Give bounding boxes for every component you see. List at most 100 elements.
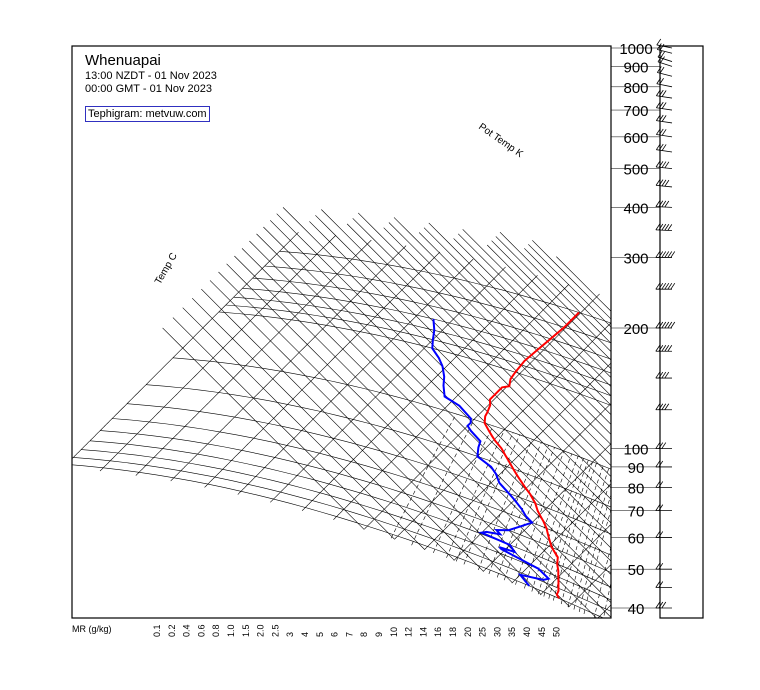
wind-barb-flag xyxy=(661,345,667,352)
mixing-ratio-label: 3 xyxy=(285,632,295,637)
mixing-ratio-label: 12 xyxy=(404,627,414,637)
wind-barb-flag xyxy=(661,223,667,231)
isobar-line xyxy=(264,265,611,344)
sounding-traces xyxy=(431,311,580,599)
wind-barb-flag xyxy=(660,56,665,63)
dewpoint-trace xyxy=(431,318,551,587)
mixing-ratio-line xyxy=(503,447,555,581)
isotherm-line xyxy=(394,322,611,540)
wind-barb-flag xyxy=(655,481,661,488)
wind-barb-flag xyxy=(658,531,664,538)
wind-barb-flag xyxy=(661,442,667,449)
mixing-ratio-label: 0.6 xyxy=(196,624,206,637)
wind-barb xyxy=(656,134,673,138)
wind-barb-flag xyxy=(664,403,670,410)
isotherm-line xyxy=(652,410,760,645)
mixing-ratio-labels: 0.1 0.2 0.4 0.6 0.8 1.0 1.5 2.0 2.5 3 4 5 6 7 8 9 10 12 14… xyxy=(152,624,562,637)
wind-barb-flag xyxy=(655,345,661,352)
chart-header: Whenuapai 13:00 NZDT - 01 Nov 2023 00:00… xyxy=(85,52,217,122)
wind-barb-flag xyxy=(661,161,667,168)
isotherm-line xyxy=(597,604,611,618)
wind-barb-flag xyxy=(657,50,663,58)
pressure-label: 700 xyxy=(623,103,648,120)
wind-barb-flag xyxy=(658,282,664,290)
wind-barb-flag xyxy=(655,601,661,609)
wind-barb-flag xyxy=(658,251,664,258)
mixing-ratio-label: 25 xyxy=(478,627,488,637)
isotherm-line xyxy=(170,245,407,482)
wind-barb-flag xyxy=(664,282,670,290)
dry-adiabat-line xyxy=(352,218,611,478)
mixing-ratio-line xyxy=(463,434,521,565)
gmt-time: 00:00 GMT - 01 Nov 2023 xyxy=(85,83,212,95)
wind-barb xyxy=(656,83,673,88)
wind-barb xyxy=(655,229,673,232)
pressure-label: 40 xyxy=(628,601,645,618)
dry-adiabat-line xyxy=(256,233,611,589)
wind-barb-flag xyxy=(658,601,664,609)
mixing-ratio-line xyxy=(432,425,494,554)
mixing-ratio-label: 6 xyxy=(330,632,340,637)
isotherm-line xyxy=(540,523,611,596)
dry-adiabat-line xyxy=(162,327,365,530)
mixing-ratio-label: 0.8 xyxy=(211,624,221,637)
wind-barb-flag xyxy=(658,200,664,207)
mixing-ratio-label: 7 xyxy=(344,632,354,637)
wind-barb-flag xyxy=(661,403,667,410)
isotherm-line xyxy=(453,402,611,561)
wind-barb-flag xyxy=(661,200,667,208)
credit-link[interactable]: Tephigram: metvuw.com xyxy=(85,106,210,122)
wind-barb-flag xyxy=(658,223,664,231)
isotherm-line xyxy=(482,443,611,572)
mixing-ratio-line xyxy=(583,508,611,615)
wind-barb-flag xyxy=(664,200,670,208)
wind-barb-flag xyxy=(670,321,676,329)
mixing-ratio-label: 10 xyxy=(389,627,399,637)
wind-barb-flag xyxy=(664,179,670,187)
dry-adiabat-line xyxy=(201,288,484,572)
wind-barb-flag xyxy=(656,143,661,150)
mixing-ratio-line xyxy=(573,477,611,610)
wind-barb xyxy=(657,72,673,77)
wind-barb xyxy=(656,95,673,99)
mixing-ratio-line xyxy=(390,413,457,539)
dry-adiabat-line xyxy=(191,297,455,561)
wind-barb-flag xyxy=(655,442,661,449)
wind-barb xyxy=(656,166,673,169)
isobar-line xyxy=(279,251,611,324)
wind-barb-flag xyxy=(657,55,663,63)
mixing-ratio-line xyxy=(478,439,533,571)
dry-adiabat-line xyxy=(532,240,611,320)
mixing-ratio-line xyxy=(446,429,505,558)
wind-barb-flag xyxy=(658,179,664,186)
mixing-ratio-line xyxy=(537,458,584,595)
wind-barb-flag xyxy=(661,251,667,258)
isobar-line xyxy=(242,288,611,374)
mixing-ratio-label: 8 xyxy=(359,632,369,637)
dry-adiabat-line xyxy=(309,221,611,524)
dry-adiabat-line xyxy=(524,248,611,336)
wind-barb-flag xyxy=(667,224,673,231)
dry-adiabat-line xyxy=(315,215,611,512)
wind-barb xyxy=(655,206,673,208)
wind-barb-flag xyxy=(658,403,664,410)
wind-barb-panel xyxy=(655,38,676,609)
wind-barb-flag xyxy=(658,101,664,109)
dry-adiabat-line xyxy=(282,207,611,536)
wind-barb-flag xyxy=(661,144,667,151)
isotherm-line xyxy=(99,235,336,472)
wind-barb xyxy=(656,120,673,124)
wind-barb-flag xyxy=(670,282,676,290)
mixing-ratio-label: 0.2 xyxy=(167,624,177,637)
wind-barb-flag xyxy=(656,114,661,121)
mixing-ratio-label: 14 xyxy=(418,627,428,637)
dry-adiabat-line xyxy=(486,244,611,370)
wind-barb-flag xyxy=(667,282,673,290)
mixing-ratio-line xyxy=(515,450,565,585)
wind-barb-flag xyxy=(655,251,661,258)
mixing-ratio-line xyxy=(411,419,475,546)
wind-barb-flag xyxy=(655,531,661,538)
isotherm-line xyxy=(568,564,611,608)
pressure-label: 300 xyxy=(623,250,648,267)
